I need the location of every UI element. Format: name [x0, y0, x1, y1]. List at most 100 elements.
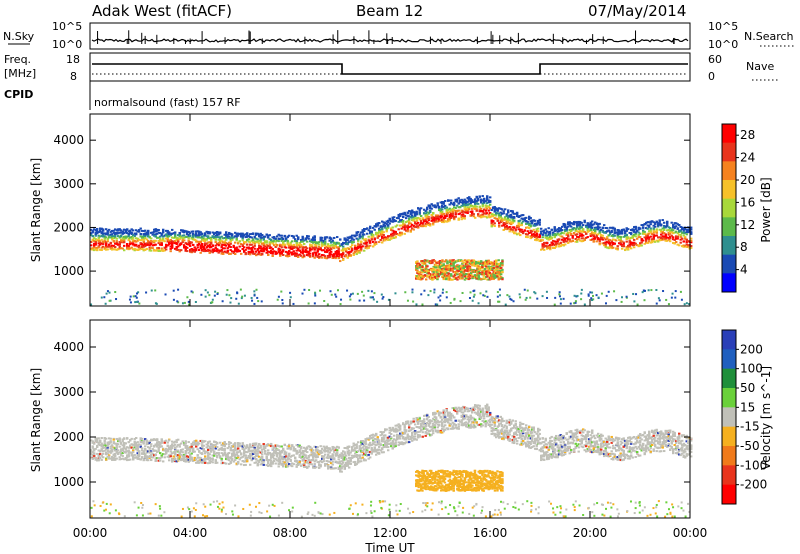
scatter-cell — [558, 227, 561, 230]
scatter-cell — [111, 444, 114, 447]
scatter-cell — [303, 254, 306, 257]
scatter-cell — [147, 241, 150, 244]
scatter-cell — [518, 293, 521, 296]
scatter-cell — [436, 271, 439, 274]
scatter-cell — [303, 250, 306, 253]
scatter-cell — [472, 215, 475, 218]
scatter-cell — [660, 224, 663, 227]
scatter-cell — [277, 250, 280, 253]
scatter-cell — [310, 238, 313, 241]
scatter-cell — [171, 243, 174, 246]
scatter-cell — [619, 239, 622, 242]
scatter-cell — [645, 238, 648, 241]
scatter-cell — [615, 239, 618, 242]
scatter-cell — [363, 299, 366, 302]
scatter-cell — [139, 233, 142, 236]
scatter-cell — [255, 254, 258, 257]
scatter-cell — [135, 444, 138, 447]
scatter-cell — [144, 456, 147, 459]
scatter-cell — [196, 236, 199, 239]
scatter-cell — [495, 268, 498, 271]
scatter-cell — [488, 269, 492, 272]
scatter-cell — [190, 250, 193, 253]
scatter-cell — [495, 208, 498, 211]
scatter-cell — [351, 234, 354, 237]
scatter-cell — [412, 211, 415, 214]
scatter-cell — [205, 230, 208, 233]
scatter-cell — [642, 289, 645, 292]
scatter-cell — [312, 247, 315, 250]
scatter-cell — [402, 212, 405, 215]
scatter-cell — [531, 219, 534, 222]
scatter-cell — [342, 242, 345, 245]
scatter-cell — [471, 205, 474, 208]
scatter-cell — [385, 230, 388, 233]
scatter-cell — [547, 246, 550, 249]
scatter-cell — [480, 278, 483, 281]
scatter-cell — [470, 263, 473, 266]
scatter-cell — [366, 245, 369, 248]
scatter-cell — [372, 240, 375, 243]
scatter-cell — [458, 259, 462, 262]
scatter-cell — [126, 450, 129, 453]
scatter-cell — [443, 273, 447, 276]
scatter-cell — [235, 239, 238, 242]
scatter-cell — [621, 240, 624, 243]
scatter-cell — [429, 290, 432, 293]
scatter-cell — [478, 209, 481, 212]
scatter-cell — [480, 209, 483, 212]
scatter-cell — [130, 237, 133, 240]
scatter-cell — [249, 247, 252, 250]
scatter-cell — [355, 253, 358, 256]
scatter-cell — [351, 247, 354, 250]
scatter-cell — [360, 246, 363, 249]
scatter-cell — [235, 297, 238, 300]
scatter-cell — [333, 236, 336, 239]
scatter-cell — [280, 246, 283, 249]
scatter-cell — [427, 270, 430, 273]
scatter-cell — [649, 227, 652, 230]
scatter-cell — [397, 220, 400, 223]
scatter-cell — [390, 229, 393, 232]
scatter-cell — [240, 252, 243, 255]
scatter-cell — [363, 230, 366, 233]
scatter-cell — [380, 293, 383, 296]
scatter-cell — [672, 238, 675, 241]
scatter-cell — [210, 250, 213, 253]
scatter-cell — [102, 228, 105, 231]
scatter-cell — [453, 260, 457, 263]
scatter-cell — [384, 239, 387, 242]
scatter-cell — [385, 222, 388, 225]
scatter-cell — [226, 247, 229, 250]
scatter-cell — [576, 240, 579, 243]
scatter-cell — [118, 231, 121, 234]
scatter-cell — [469, 204, 472, 207]
scatter-cell — [498, 217, 501, 220]
scatter-cell — [375, 241, 378, 244]
scatter-cell — [546, 296, 549, 299]
scatter-cell — [228, 237, 231, 240]
scatter-cell — [541, 236, 544, 239]
scatter-cell — [214, 235, 217, 238]
scatter-cell — [477, 274, 480, 277]
scatter-cell — [223, 242, 226, 245]
scatter-cell — [631, 242, 634, 245]
cpid-label: CPID — [4, 88, 33, 101]
scatter-cell — [207, 236, 210, 239]
scatter-cell — [558, 245, 561, 248]
scatter-cell — [496, 270, 499, 273]
scatter-cell — [510, 223, 513, 226]
scatter-cell — [354, 247, 357, 250]
scatter-cell — [437, 270, 440, 273]
scatter-cell — [471, 270, 474, 273]
scatter-cell — [121, 237, 124, 240]
scatter-cell — [459, 200, 462, 203]
scatter-cell — [166, 244, 169, 247]
scatter-cell — [498, 225, 501, 228]
scatter-cell — [150, 246, 153, 249]
scatter-cell — [481, 269, 484, 272]
scatter-cell — [162, 235, 165, 238]
scatter-cell — [631, 244, 634, 247]
scatter-cell — [352, 238, 355, 241]
scatter-cell — [655, 230, 658, 233]
